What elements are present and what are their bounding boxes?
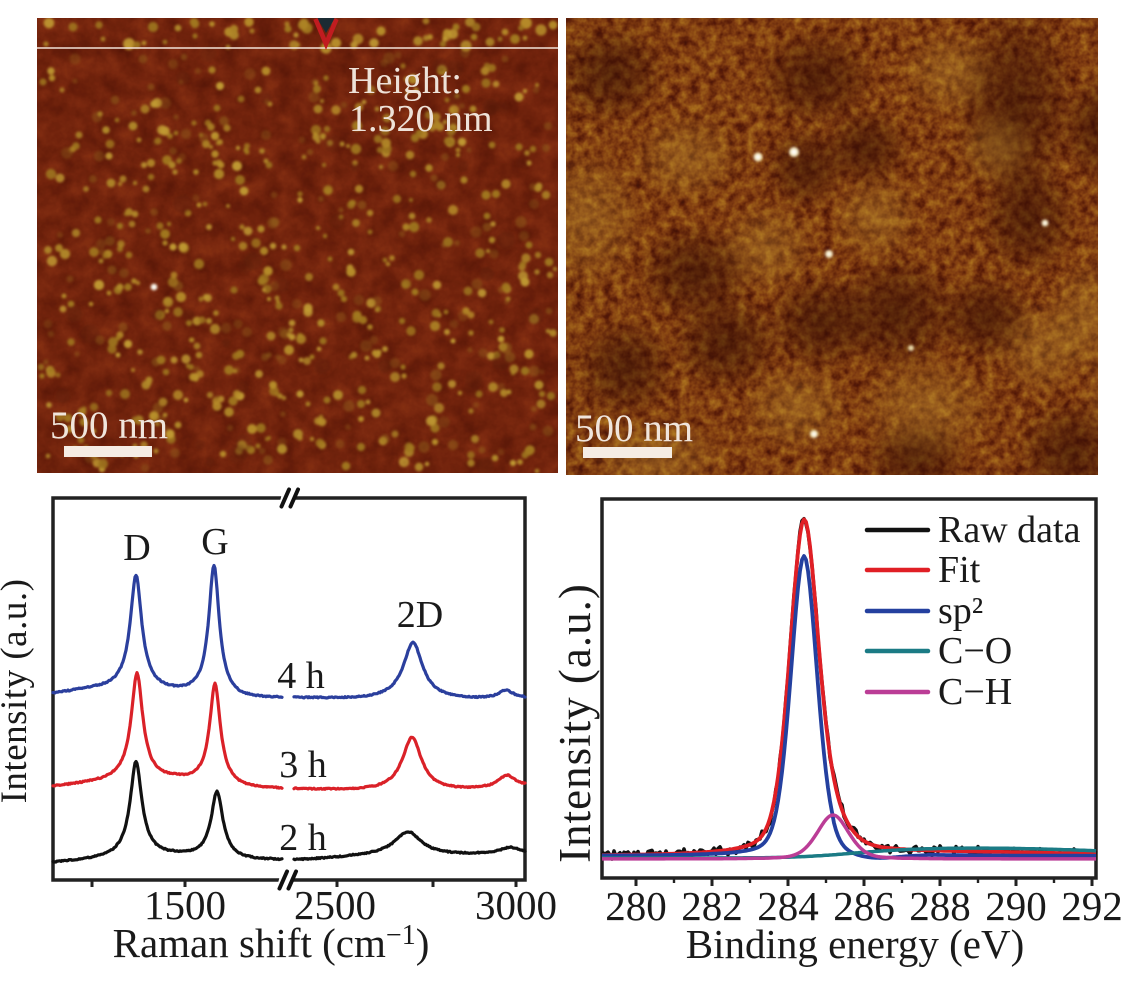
svg-text:Binding energy (eV): Binding energy (eV) [686, 921, 1025, 967]
svg-text:2500: 2500 [294, 882, 376, 928]
svg-text:292: 292 [1061, 883, 1123, 929]
svg-text:3 h: 3 h [279, 744, 327, 786]
svg-text:1.320 nm: 1.320 nm [349, 98, 493, 140]
svg-text:Raw data: Raw data [938, 509, 1081, 551]
svg-text:1500: 1500 [144, 882, 226, 928]
svg-text:500 nm: 500 nm [50, 404, 168, 447]
svg-text:280: 280 [605, 883, 667, 929]
svg-text:C−O: C−O [938, 630, 1012, 672]
svg-text:Raman shift (cm−1): Raman shift (cm−1) [113, 920, 430, 966]
svg-text:286: 286 [833, 883, 895, 929]
svg-text:3000: 3000 [475, 882, 557, 928]
svg-text:Fit: Fit [938, 549, 981, 591]
svg-text:288: 288 [909, 883, 971, 929]
svg-text:G: G [201, 521, 228, 563]
svg-text:D: D [123, 527, 150, 569]
svg-text:Height:: Height: [348, 60, 462, 102]
svg-text:290: 290 [985, 883, 1047, 929]
svg-text:284: 284 [757, 883, 819, 929]
svg-text:2D: 2D [397, 594, 443, 636]
svg-text:500 nm: 500 nm [575, 407, 693, 450]
svg-text:4 h: 4 h [277, 655, 325, 697]
svg-text:282: 282 [681, 883, 743, 929]
svg-text:2 h: 2 h [279, 817, 327, 859]
svg-text:sp²: sp² [938, 590, 983, 632]
svg-text:C−H: C−H [938, 671, 1012, 713]
svg-text:Intensity (a.u.): Intensity (a.u.) [550, 583, 600, 863]
svg-text:Intensity (a.u.): Intensity (a.u.) [0, 579, 35, 804]
